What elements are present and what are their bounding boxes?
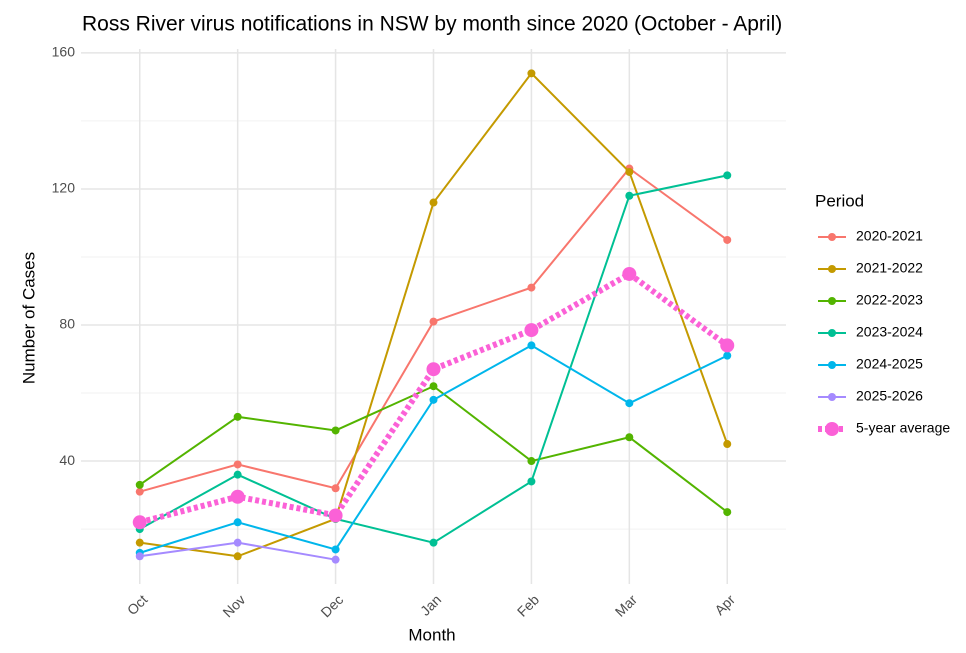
data-point — [625, 399, 634, 408]
data-point — [625, 433, 634, 442]
legend-label: 2025-2026 — [856, 388, 923, 404]
data-point — [429, 395, 438, 404]
data-point — [233, 552, 242, 561]
x-tick-label: Mar — [612, 591, 641, 620]
data-point — [622, 266, 637, 281]
data-point — [527, 457, 536, 466]
data-point — [328, 508, 343, 523]
data-point — [233, 460, 242, 469]
x-axis-title: Month — [408, 625, 455, 644]
x-tick-label: Jan — [417, 591, 444, 618]
data-point — [233, 412, 242, 421]
data-point — [720, 338, 735, 353]
x-tick-label: Feb — [514, 591, 543, 620]
data-point — [527, 69, 536, 78]
x-tick-label: Dec — [317, 591, 346, 620]
legend-marker — [828, 329, 836, 337]
legend-label: 2022-2023 — [856, 292, 923, 308]
data-point — [625, 191, 634, 200]
data-point — [135, 487, 144, 496]
legend-marker — [828, 297, 836, 305]
legend-marker — [825, 422, 839, 436]
y-tick-label: 40 — [59, 452, 75, 468]
data-point — [426, 362, 441, 377]
data-point — [625, 167, 634, 176]
legend-title: Period — [815, 191, 864, 210]
data-point — [230, 489, 245, 504]
data-point — [524, 323, 539, 338]
legend-label: 2020-2021 — [856, 228, 923, 244]
data-point — [331, 555, 340, 564]
legend-marker — [828, 361, 836, 369]
data-point — [723, 235, 732, 244]
chart-title: Ross River virus notifications in NSW by… — [82, 13, 782, 36]
data-point — [527, 341, 536, 350]
data-point — [723, 508, 732, 517]
data-point — [429, 317, 438, 326]
y-axis-title: Number of Cases — [19, 252, 38, 384]
legend-label: 5-year average — [856, 420, 950, 436]
legend-label: 2024-2025 — [856, 356, 923, 372]
data-point — [331, 545, 340, 554]
y-tick-label: 160 — [52, 44, 76, 60]
legend-marker — [828, 393, 836, 401]
data-point — [527, 477, 536, 486]
data-point — [723, 440, 732, 449]
data-point — [132, 515, 147, 530]
data-point — [233, 470, 242, 479]
y-tick-label: 80 — [59, 316, 75, 332]
data-point — [135, 480, 144, 489]
x-tick-label: Oct — [124, 591, 151, 618]
data-point — [331, 484, 340, 493]
legend-label: 2021-2022 — [856, 260, 923, 276]
data-point — [331, 426, 340, 435]
data-point — [135, 552, 144, 561]
data-point — [723, 171, 732, 180]
data-point — [429, 198, 438, 207]
data-point — [233, 538, 242, 547]
data-point — [429, 538, 438, 547]
x-tick-label: Nov — [219, 591, 248, 620]
data-point — [723, 351, 732, 360]
data-point — [429, 382, 438, 391]
data-point — [233, 518, 242, 527]
legend-label: 2023-2024 — [856, 324, 923, 340]
data-point — [135, 538, 144, 547]
legend-marker — [828, 233, 836, 241]
legend-marker — [828, 265, 836, 273]
y-tick-label: 120 — [52, 180, 76, 196]
data-point — [527, 283, 536, 292]
x-tick-label: Apr — [711, 591, 738, 618]
